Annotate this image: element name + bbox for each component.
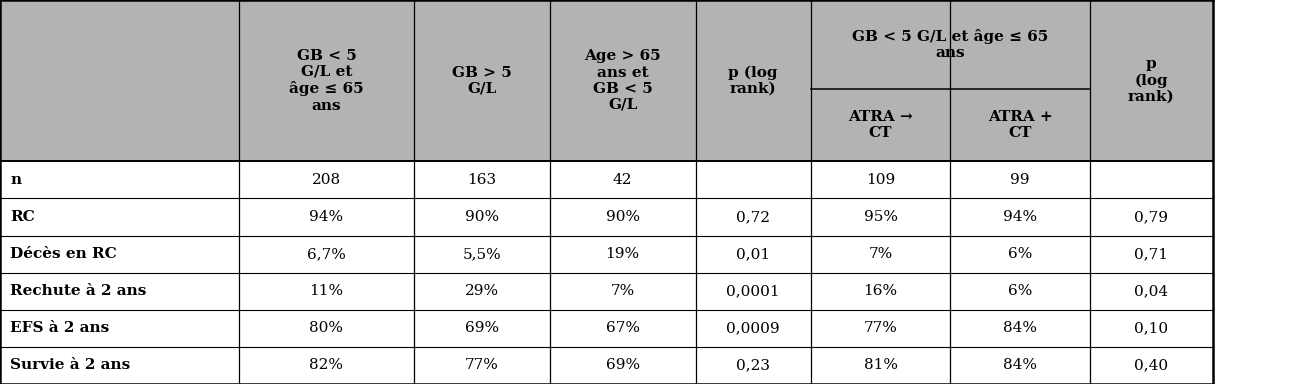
- Text: 82%: 82%: [309, 358, 344, 372]
- Text: EFS à 2 ans: EFS à 2 ans: [10, 321, 110, 335]
- Text: ATRA +
CT: ATRA + CT: [988, 110, 1053, 140]
- Text: 0,79: 0,79: [1134, 210, 1169, 224]
- Text: 7%: 7%: [610, 284, 635, 298]
- Text: 84%: 84%: [1003, 321, 1037, 335]
- Text: 0,0001: 0,0001: [727, 284, 780, 298]
- Text: 99: 99: [1010, 173, 1031, 187]
- Text: 94%: 94%: [1003, 210, 1037, 224]
- Text: 0,04: 0,04: [1134, 284, 1169, 298]
- Text: Age > 65
ans et
GB < 5
G/L: Age > 65 ans et GB < 5 G/L: [584, 49, 661, 112]
- Text: 95%: 95%: [864, 210, 897, 224]
- Text: 80%: 80%: [309, 321, 344, 335]
- Text: Survie à 2 ans: Survie à 2 ans: [10, 358, 131, 372]
- Text: 29%: 29%: [464, 284, 499, 298]
- Text: 77%: 77%: [464, 358, 499, 372]
- Text: 69%: 69%: [464, 321, 499, 335]
- Text: 0,72: 0,72: [736, 210, 771, 224]
- Bar: [0, 0, 1213, 161]
- Text: Rechute à 2 ans: Rechute à 2 ans: [10, 284, 146, 298]
- Bar: [0, 161, 1213, 384]
- Text: ATRA →
CT: ATRA → CT: [848, 110, 913, 140]
- Text: 11%: 11%: [309, 284, 344, 298]
- Text: GB > 5
G/L: GB > 5 G/L: [451, 66, 512, 96]
- Text: 6%: 6%: [1009, 247, 1032, 261]
- Text: 163: 163: [467, 173, 497, 187]
- Text: GB < 5
G/L et
âge ≤ 65
ans: GB < 5 G/L et âge ≤ 65 ans: [290, 49, 363, 113]
- Text: 0,0009: 0,0009: [727, 321, 780, 335]
- Text: GB < 5 G/L et âge ≤ 65
ans: GB < 5 G/L et âge ≤ 65 ans: [852, 29, 1049, 60]
- Text: p (log
rank): p (log rank): [728, 65, 778, 96]
- Text: 0,01: 0,01: [736, 247, 771, 261]
- Text: 6,7%: 6,7%: [306, 247, 347, 261]
- Text: 81%: 81%: [864, 358, 897, 372]
- Text: 67%: 67%: [605, 321, 640, 335]
- Text: RC: RC: [10, 210, 35, 224]
- Text: 42: 42: [613, 173, 632, 187]
- Text: 0,71: 0,71: [1134, 247, 1169, 261]
- Text: p
(log
rank): p (log rank): [1127, 57, 1175, 104]
- Text: 208: 208: [312, 173, 341, 187]
- Text: 6%: 6%: [1009, 284, 1032, 298]
- Text: 0,23: 0,23: [736, 358, 771, 372]
- Text: 90%: 90%: [464, 210, 499, 224]
- Text: 109: 109: [866, 173, 895, 187]
- Text: 5,5%: 5,5%: [463, 247, 500, 261]
- Text: 69%: 69%: [605, 358, 640, 372]
- Text: n: n: [10, 173, 22, 187]
- Text: Décès en RC: Décès en RC: [10, 247, 118, 261]
- Text: 16%: 16%: [864, 284, 897, 298]
- Text: 77%: 77%: [864, 321, 897, 335]
- Text: 0,10: 0,10: [1134, 321, 1169, 335]
- Text: 0,40: 0,40: [1134, 358, 1169, 372]
- Text: 84%: 84%: [1003, 358, 1037, 372]
- Text: 7%: 7%: [869, 247, 892, 261]
- Text: 90%: 90%: [605, 210, 640, 224]
- Text: 19%: 19%: [605, 247, 640, 261]
- Text: 94%: 94%: [309, 210, 344, 224]
